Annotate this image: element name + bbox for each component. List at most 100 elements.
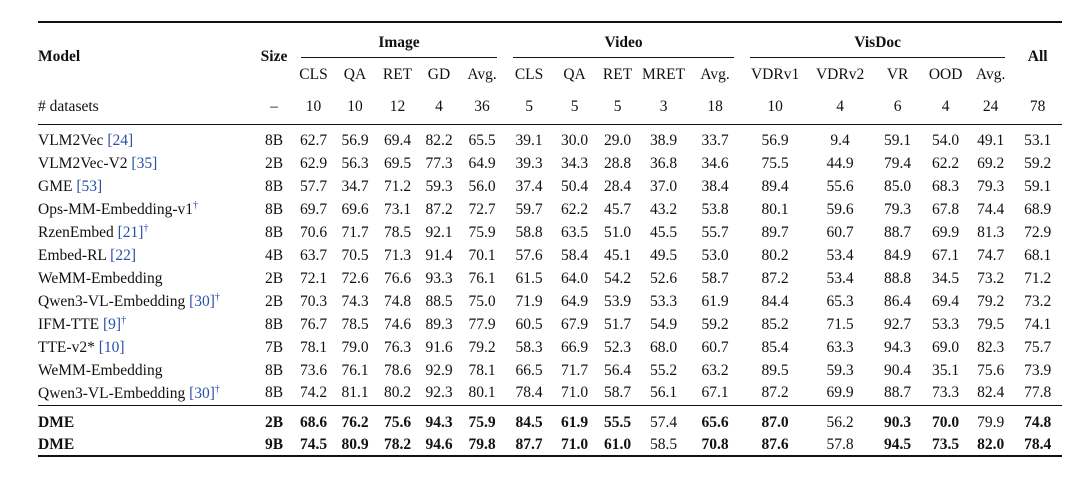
footnote-mark: †: [143, 222, 149, 234]
value-cell: 65.6: [688, 404, 743, 434]
value-cell: 52.3: [604, 338, 632, 356]
value-cell: 69.9: [932, 223, 960, 241]
value-cell: 58.8: [515, 223, 543, 241]
value-cell: 38.4: [701, 177, 729, 195]
value-cell: 74.6: [383, 315, 412, 333]
value-cell: 76.6: [383, 269, 412, 287]
size-cell: 8B: [264, 223, 284, 241]
value-cell: 37.0: [650, 177, 678, 195]
value-cell: 56.1: [650, 384, 678, 402]
value-cell: 73.9: [1024, 361, 1052, 379]
citation: [10]: [98, 338, 125, 356]
model-cell: GME [53]: [38, 175, 255, 198]
data-row: Embed-RL [22] 4B 63.7 70.5 71.3 91.4 70.1 57.6 5…: [38, 244, 1062, 267]
value-cell: 80.2: [383, 384, 412, 402]
value-cell: 80.1: [761, 200, 789, 218]
value-cell: 73.2: [1024, 292, 1052, 310]
header-row: Model Size Image Video VisDoc All: [38, 21, 1063, 91]
value-cell: 79.2: [977, 292, 1005, 310]
value-cell: 74.1: [1024, 315, 1052, 333]
value-cell: 87.2: [761, 384, 789, 402]
datasets-count: 5: [613, 98, 622, 116]
value-cell: 78.1: [468, 361, 496, 379]
value-cell: 74.8: [1013, 404, 1063, 434]
value-cell: 75.0: [468, 292, 496, 310]
value-cell: 71.3: [383, 246, 412, 264]
value-cell: 60.7: [826, 223, 854, 241]
model-name: Qwen3-VL-Embedding: [38, 293, 186, 311]
value-cell: 87.2: [425, 200, 453, 218]
value-cell: 56.4: [604, 361, 632, 379]
value-cell: 9.4: [808, 123, 873, 152]
value-cell: 72.6: [341, 269, 369, 287]
value-cell: 53.4: [826, 246, 854, 264]
datasets-row: # datasets – 10 10 12 4 36 5 5 5 3 18 10 4 6 4 24 78: [38, 91, 1062, 124]
value-cell: 78.1: [299, 338, 328, 356]
value-cell: 74.5: [293, 434, 334, 457]
value-cell: 76.1: [468, 269, 496, 287]
value-cell: 38.9: [639, 123, 689, 152]
value-cell: 62.2: [932, 154, 960, 172]
value-cell: 61.9: [701, 292, 729, 310]
value-cell: 85.0: [884, 177, 912, 195]
value-cell: 33.7: [688, 123, 743, 152]
value-cell: 84.4: [761, 292, 789, 310]
value-cell: 53.4: [826, 269, 854, 287]
model-name: VLM2Vec: [38, 132, 104, 149]
value-cell: 35.1: [932, 361, 960, 379]
value-cell: 61.9: [553, 404, 597, 434]
value-cell: 70.6: [299, 223, 328, 241]
datasets-count: 5: [525, 98, 533, 116]
value-cell: 80.1: [468, 384, 496, 402]
value-cell: 28.4: [604, 177, 632, 195]
value-cell: 63.2: [701, 361, 729, 379]
column-header: GD: [427, 65, 451, 83]
value-cell: 62.9: [299, 154, 328, 172]
column-header: Avg.: [467, 65, 497, 83]
value-cell: 49.1: [968, 123, 1014, 152]
value-cell: 68.0: [650, 338, 678, 356]
size-cell: 2B: [264, 269, 284, 287]
value-cell: 78.6: [383, 361, 412, 379]
value-cell: 73.5: [923, 434, 969, 457]
value-cell: 75.6: [977, 361, 1005, 379]
value-cell: 59.2: [701, 315, 729, 333]
datasets-count: 3: [659, 98, 668, 116]
value-cell: 69.2: [977, 154, 1005, 172]
citation: [9]: [103, 316, 122, 334]
data-row: WeMM-Embedding 8B 73.6 76.1 78.6 92.9 78.1 66.5…: [38, 359, 1062, 382]
value-cell: 69.4: [932, 292, 960, 310]
value-cell: 79.3: [977, 177, 1005, 195]
footnote-mark: †: [214, 383, 220, 395]
value-cell: 82.4: [977, 384, 1005, 402]
value-cell: 63.7: [299, 246, 328, 264]
citation: [22]: [110, 246, 136, 264]
value-cell: 89.4: [761, 177, 789, 195]
value-cell: 81.3: [977, 223, 1005, 241]
data-row: Ops-MM-Embedding-v1† 8B 69.7 69.6 73.1 87.2 72…: [38, 198, 1062, 221]
value-cell: 79.9: [968, 404, 1014, 434]
value-cell: 53.1: [1013, 123, 1063, 152]
value-cell: 67.1: [701, 384, 729, 402]
value-cell: 76.1: [341, 361, 369, 379]
size-cell: 8B: [264, 384, 284, 402]
footnote-mark: †: [214, 291, 220, 303]
header-cell: All: [1013, 21, 1063, 91]
value-cell: 79.3: [884, 200, 912, 218]
value-cell: 88.8: [884, 269, 912, 287]
value-cell: 51.7: [604, 315, 632, 333]
datasets-count: 18: [707, 98, 723, 116]
value-cell: 53.8: [701, 200, 729, 218]
value-cell: 72.7: [468, 200, 496, 218]
value-cell: 58.7: [701, 269, 729, 287]
value-cell: 71.2: [383, 177, 412, 195]
value-cell: 94.3: [419, 404, 459, 434]
group-label: Image: [301, 34, 498, 58]
value-cell: 78.5: [383, 223, 412, 241]
value-cell: 79.4: [884, 154, 912, 172]
value-cell: 89.3: [425, 315, 453, 333]
value-cell: 66.9: [561, 338, 589, 356]
value-cell: 94.3: [884, 338, 912, 356]
value-cell: 34.3: [561, 154, 589, 172]
value-cell: 34.7: [341, 177, 369, 195]
